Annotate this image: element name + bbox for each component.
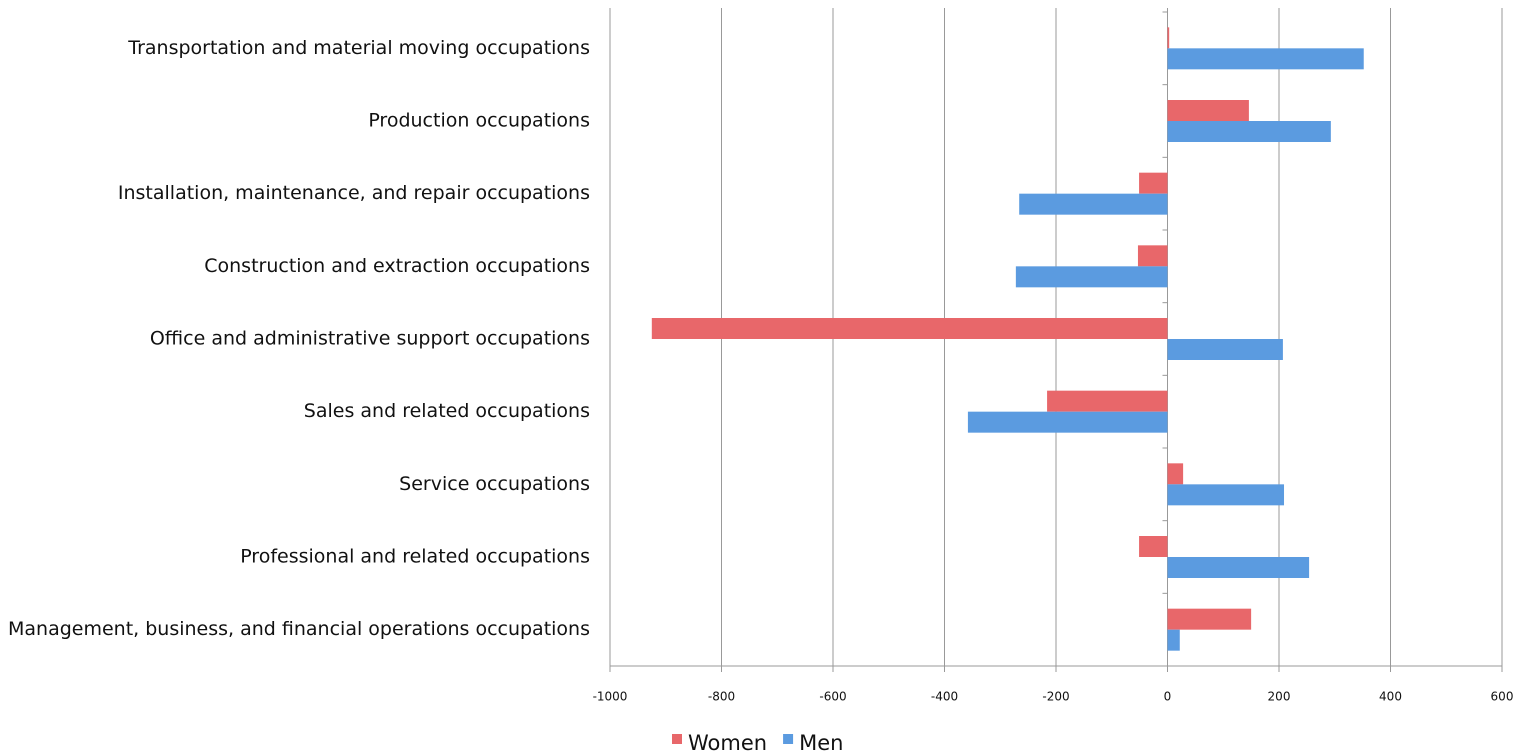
x-tick-label: -800 (708, 690, 735, 704)
y-tick-label: Construction and extraction occupations (204, 255, 590, 277)
y-tick-label: Management, business, and financial oper… (8, 618, 590, 640)
bar (1167, 557, 1310, 578)
x-tick-label: -1000 (593, 690, 628, 704)
legend-label: Women (688, 731, 767, 754)
y-tick-label: Service occupations (399, 473, 590, 495)
y-tick-label: Professional and related occupations (240, 546, 590, 568)
bar (1019, 193, 1168, 215)
bar (1167, 48, 1364, 70)
x-tick-label: -600 (819, 690, 846, 704)
x-tick-label: 600 (1491, 690, 1514, 704)
bar (651, 318, 1168, 339)
legend-swatch (672, 734, 682, 744)
bar (1137, 245, 1168, 267)
x-tick-label: -200 (1042, 690, 1069, 704)
bar (1167, 629, 1180, 651)
legend-swatch (783, 734, 794, 744)
y-tick-label: Production occupations (368, 110, 590, 132)
y-tick-label: Office and administrative support occupa… (150, 328, 590, 350)
x-tick-label: 0 (1164, 690, 1172, 704)
legend-label: Men (799, 731, 843, 754)
bar (1167, 608, 1252, 630)
bar (1167, 484, 1285, 506)
bar (1167, 100, 1249, 121)
bar (967, 411, 1168, 433)
bar (1167, 121, 1331, 142)
x-tick-label: 400 (1379, 690, 1402, 704)
x-tick-label: 200 (1268, 690, 1291, 704)
bar (1015, 266, 1168, 288)
bar (1047, 390, 1168, 412)
x-tick-label: -400 (931, 690, 958, 704)
y-tick-label: Transportation and material moving occup… (127, 37, 590, 59)
y-tick-label: Installation, maintenance, and repair oc… (118, 182, 590, 204)
bar (1167, 339, 1283, 360)
bar (1139, 172, 1168, 194)
bar (1167, 463, 1184, 485)
bar (1167, 27, 1170, 49)
bar (1139, 536, 1168, 557)
y-tick-label: Sales and related occupations (304, 400, 590, 422)
